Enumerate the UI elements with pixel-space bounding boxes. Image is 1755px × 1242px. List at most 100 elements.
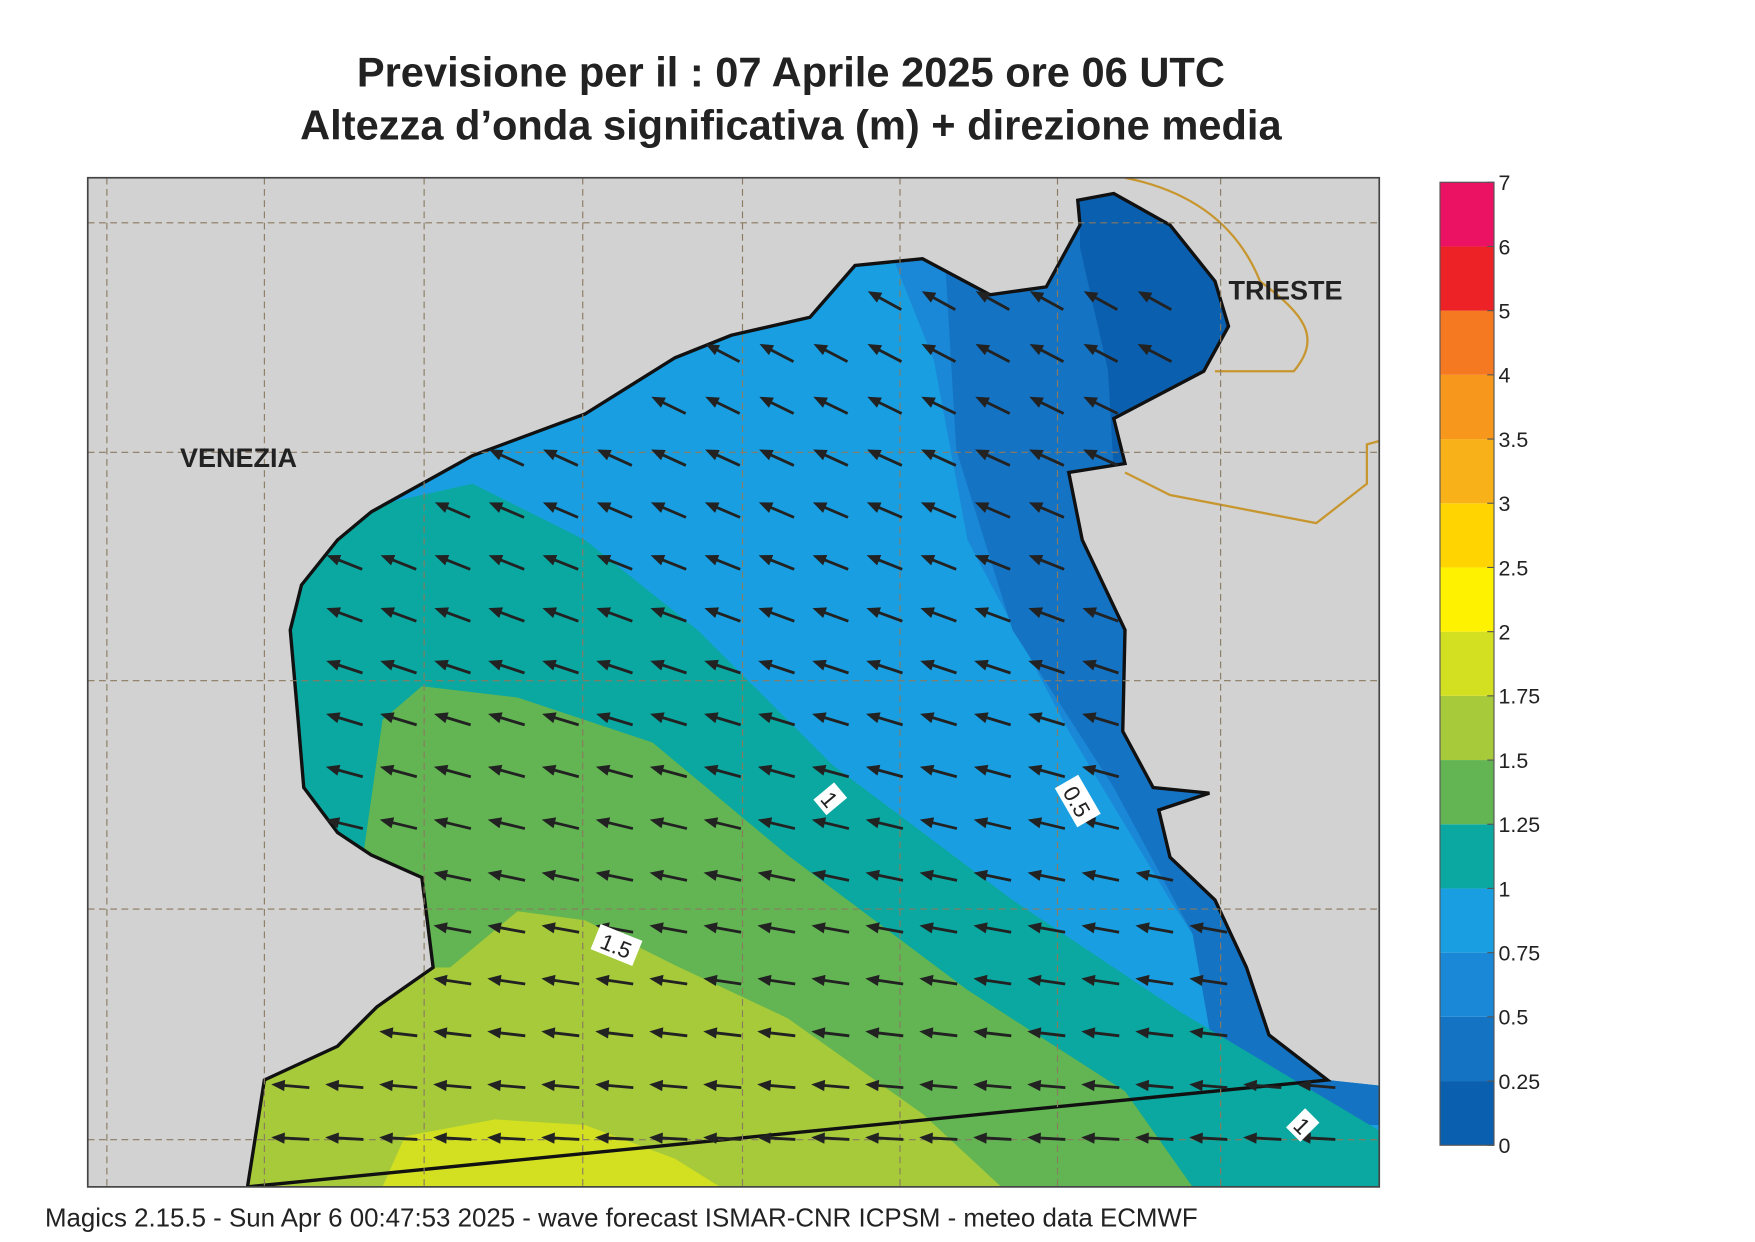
colorbar-label: 5 [1499,300,1511,324]
arrow-head [811,817,827,829]
arrow-head [379,817,395,829]
arrow-head [973,974,988,986]
arrow-head [1081,764,1097,776]
arrow-head [1189,1027,1204,1039]
band-1-75 [382,1119,720,1187]
arrow-head [1028,502,1044,513]
arrow-head [1189,1079,1204,1092]
arrow-head [703,1027,718,1039]
arrow-head [433,1132,447,1144]
arrow-head [921,449,936,461]
arrow-head [488,659,503,671]
arrow-head [380,712,395,724]
arrow-head [973,1079,988,1092]
colorbar-label: 6 [1499,235,1511,259]
arrow-head [758,607,774,618]
arrow-head [541,974,556,986]
colorbar-label: 3 [1499,492,1511,516]
arrow-head [597,449,612,461]
arrow-head [920,712,935,724]
arrow-head [379,1132,393,1144]
colorbar: 0 0.25 0.5 0.75 1 1.25 1.5 1.75 2 2.5 3 3.5 4 5 6 7 [1439,171,1541,1158]
arrow-head [1243,1132,1257,1144]
arrow-head [325,764,341,776]
colorbar-label: 4 [1499,364,1511,388]
arrow-head [1137,343,1153,356]
colorbar-label: 0.5 [1499,1006,1529,1030]
arrow-head [867,396,882,408]
arrow-head [433,869,448,881]
arrow-head [651,396,666,408]
arrow-head [919,922,934,934]
colorbar-band [1440,310,1494,375]
arrow-head [866,554,882,566]
arrow-head [596,607,612,618]
arrow-head [973,1132,987,1144]
arrow-head [1135,1132,1149,1144]
map: VENEZIA TRIESTE 1 0.5 1.5 1 [87,177,1380,1187]
colorbar-label: 0.25 [1499,1070,1541,1094]
arrow-head [488,554,504,566]
arrow-head [433,974,448,986]
footer: Magics 2.15.5 - Sun Apr 6 00:47:53 2025 … [45,1204,1198,1232]
arrow-head [1029,449,1044,461]
arrow-head [649,817,665,829]
arrow-head [704,712,719,724]
arrow-head [380,659,395,671]
arrow-head [811,869,826,881]
arrow-head [813,449,828,461]
arrow-head [595,1027,610,1039]
arrow-head [434,712,449,724]
arrow-head [705,449,720,461]
arrow-head [1029,291,1045,303]
arrow-head [757,764,773,776]
arrow-head [541,869,556,881]
arrow-head [975,449,990,461]
arrow-head [811,1132,825,1144]
colorbar-label: 0.75 [1499,942,1541,966]
arrow-head [919,869,934,881]
arrow-head [596,502,612,513]
arrow-head [487,817,503,829]
arrow-head [758,502,774,513]
arrow-head [595,1132,609,1144]
arrow-head [379,1079,394,1092]
arrow-head [487,1079,502,1092]
arrow-head [1027,1027,1042,1039]
arrow-head [541,817,557,829]
arrow-head [433,1079,448,1092]
arrow-head [920,659,935,671]
arrow-head [380,554,396,566]
arrow-head [919,764,935,776]
arrow-head [596,554,612,566]
arrow-head [920,502,936,513]
colorbar-label: 0 [1499,1134,1511,1158]
colorbar-band [1440,503,1494,568]
arrow-head [543,449,558,461]
arrow-head [1027,869,1042,881]
arrow-head [542,607,558,618]
arrow-head [326,712,341,724]
arrow-head [1243,1079,1258,1092]
arrow-head [1027,817,1043,829]
arrow-head [487,869,502,881]
arrow-head [975,396,990,408]
arrow-head [542,659,557,671]
arrow-head [704,659,719,671]
map-frame [86,176,1381,1188]
arrow-head [921,291,937,303]
arrow-head [1081,922,1096,934]
arrow-head [595,764,611,776]
arrow-head [1029,396,1044,408]
colorbar-band [1440,439,1494,504]
arrow-head [650,659,665,671]
wave-direction-arrows [271,291,1336,1144]
arrow-head [705,396,720,408]
arrow-head [541,922,556,934]
arrow-head [866,607,882,618]
arrow-head [974,712,989,724]
arrow-head [1081,1132,1095,1144]
arrow-head [1297,1132,1311,1144]
subtitle: Altezza d’onda significativa (m) + direz… [300,102,1282,149]
arrow-head [1081,1079,1096,1092]
